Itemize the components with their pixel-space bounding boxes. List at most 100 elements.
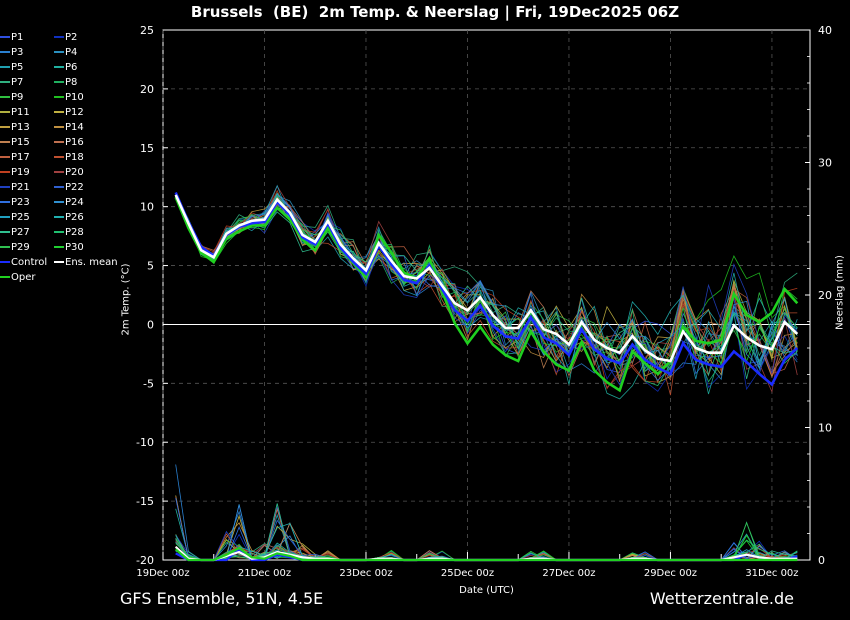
- legend-item-p24: P24: [54, 197, 84, 209]
- legend-swatch: [54, 171, 64, 173]
- main-series: [174, 191, 799, 393]
- legend-label: P9: [11, 92, 24, 103]
- y-tick-label: -5: [143, 377, 154, 390]
- legend-swatch: [0, 141, 10, 143]
- legend-item-p3: P3: [0, 47, 23, 59]
- legend-label: Control: [11, 257, 48, 268]
- series-line-control: [174, 191, 799, 387]
- main-precip-lines: [174, 545, 798, 562]
- legend-label: P26: [65, 212, 84, 223]
- legend-item-p7: P7: [0, 77, 23, 89]
- legend-swatch: [54, 126, 64, 128]
- legend-item-control: Control: [0, 257, 47, 269]
- x-tick-label: 31Dec 00z: [745, 568, 798, 579]
- legend-label: P8: [65, 77, 78, 88]
- legend-swatch: [54, 81, 64, 83]
- legend-swatch: [0, 201, 10, 203]
- legend-item-p30: P30: [54, 242, 84, 254]
- y-tick-label: -10: [136, 436, 154, 449]
- legend-item-p20: P20: [54, 167, 84, 179]
- chart-title: Brussels (BE) 2m Temp. & Neerslag | Fri,…: [190, 3, 680, 21]
- precip-line-oper: [174, 546, 798, 562]
- legend-item-p17: P17: [0, 152, 30, 164]
- legend-label: P5: [11, 62, 24, 73]
- legend-swatch: [54, 231, 64, 233]
- legend-label: P29: [11, 242, 30, 253]
- x-axis-label: Date (UTC): [459, 585, 514, 596]
- legend-item-p28: P28: [54, 227, 84, 239]
- legend-item-p10: P10: [54, 92, 84, 104]
- legend-label: P17: [11, 152, 30, 163]
- legend-item-ens-mean: Ens. mean: [54, 257, 118, 269]
- legend-label: P23: [11, 197, 30, 208]
- legend-swatch: [0, 36, 10, 38]
- legend-swatch: [0, 171, 10, 173]
- legend-item-p2: P2: [54, 32, 77, 44]
- member-line-p24: [175, 193, 798, 381]
- legend-label: P2: [65, 32, 78, 43]
- y-tick-label: 20: [140, 83, 154, 96]
- legend-item-oper: Oper: [0, 272, 35, 284]
- legend-item-p12: P12: [54, 107, 84, 119]
- legend-swatch: [0, 216, 10, 218]
- y2-tick-label: 0: [818, 554, 825, 567]
- y-axis-label: 2m Temp. (°C): [120, 263, 132, 336]
- legend-swatch: [0, 231, 10, 233]
- legend-item-p1: P1: [0, 32, 23, 44]
- legend-label: P13: [11, 122, 30, 133]
- legend-label: P6: [65, 62, 78, 73]
- legend-item-p18: P18: [54, 152, 84, 164]
- legend-swatch: [54, 36, 64, 38]
- legend-label: P4: [65, 47, 78, 58]
- legend-swatch: [54, 66, 64, 68]
- legend-item-p21: P21: [0, 182, 30, 194]
- y2-tick-label: 40: [818, 24, 832, 37]
- legend-item-p6: P6: [54, 62, 77, 74]
- x-tick-label: 27Dec 00z: [542, 568, 595, 579]
- legend-item-p14: P14: [54, 122, 84, 134]
- legend-swatch: [54, 246, 64, 248]
- legend-item-p13: P13: [0, 122, 30, 134]
- legend-label: P11: [11, 107, 30, 118]
- legend-item-p22: P22: [54, 182, 84, 194]
- legend-item-p5: P5: [0, 62, 23, 74]
- legend-swatch: [0, 276, 10, 278]
- legend-item-p15: P15: [0, 137, 30, 149]
- model-info: GFS Ensemble, 51N, 4.5E: [120, 589, 324, 608]
- legend-swatch: [54, 156, 64, 158]
- legend-label: P27: [11, 227, 30, 238]
- legend-swatch: [54, 111, 64, 113]
- x-tick-label: 25Dec 00z: [441, 568, 494, 579]
- legend-label: P1: [11, 32, 24, 43]
- legend-swatch: [0, 246, 10, 248]
- legend-label: P25: [11, 212, 30, 223]
- legend-swatch: [0, 186, 10, 188]
- legend-label: Oper: [11, 272, 36, 283]
- legend-swatch: [0, 261, 10, 263]
- legend-swatch: [0, 81, 10, 83]
- y-tick-label: 15: [140, 142, 154, 155]
- series-line-ens-mean: [174, 194, 799, 363]
- legend-item-p16: P16: [54, 137, 84, 149]
- y-tick-label: 5: [147, 260, 154, 273]
- legend-swatch: [54, 261, 64, 263]
- legend-label: P20: [65, 167, 84, 178]
- legend-label: P3: [11, 47, 24, 58]
- site-name[interactable]: Wetterzentrale.de: [649, 589, 794, 608]
- legend-label: P28: [65, 227, 84, 238]
- legend-label: P12: [65, 107, 84, 118]
- y2-tick-label: 30: [818, 157, 832, 170]
- legend-swatch: [54, 141, 64, 143]
- legend-item-p11: P11: [0, 107, 30, 119]
- legend-swatch: [0, 96, 10, 98]
- legend-item-p26: P26: [54, 212, 84, 224]
- legend-swatch: [54, 51, 64, 53]
- legend-item-p9: P9: [0, 92, 23, 104]
- x-tick-label: 21Dec 00z: [238, 568, 291, 579]
- series-line-oper: [174, 196, 799, 393]
- legend-label: P21: [11, 182, 30, 193]
- legend-item-p8: P8: [54, 77, 77, 89]
- legend-item-p19: P19: [0, 167, 30, 179]
- legend-label: P18: [65, 152, 84, 163]
- legend-swatch: [0, 51, 10, 53]
